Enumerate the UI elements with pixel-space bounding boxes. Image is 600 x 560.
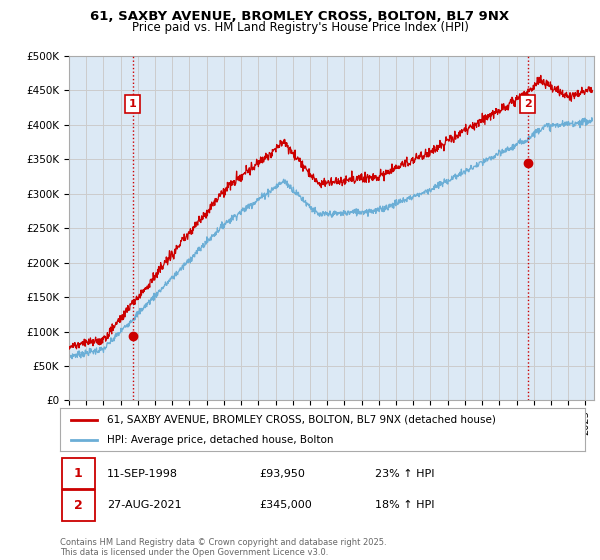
Text: £93,950: £93,950 bbox=[260, 469, 305, 479]
Text: 1: 1 bbox=[128, 99, 136, 109]
FancyBboxPatch shape bbox=[62, 490, 95, 521]
Text: 1: 1 bbox=[74, 467, 83, 480]
Text: 27-AUG-2021: 27-AUG-2021 bbox=[107, 501, 182, 510]
Text: £345,000: £345,000 bbox=[260, 501, 312, 510]
Text: Contains HM Land Registry data © Crown copyright and database right 2025.
This d: Contains HM Land Registry data © Crown c… bbox=[60, 538, 386, 557]
Text: 61, SAXBY AVENUE, BROMLEY CROSS, BOLTON, BL7 9NX (detached house): 61, SAXBY AVENUE, BROMLEY CROSS, BOLTON,… bbox=[107, 415, 496, 424]
Text: 11-SEP-1998: 11-SEP-1998 bbox=[107, 469, 178, 479]
Text: 18% ↑ HPI: 18% ↑ HPI bbox=[375, 501, 434, 510]
Text: HPI: Average price, detached house, Bolton: HPI: Average price, detached house, Bolt… bbox=[107, 435, 334, 445]
Text: 61, SAXBY AVENUE, BROMLEY CROSS, BOLTON, BL7 9NX: 61, SAXBY AVENUE, BROMLEY CROSS, BOLTON,… bbox=[91, 10, 509, 22]
Text: 2: 2 bbox=[524, 99, 532, 109]
Text: Price paid vs. HM Land Registry's House Price Index (HPI): Price paid vs. HM Land Registry's House … bbox=[131, 21, 469, 34]
FancyBboxPatch shape bbox=[62, 459, 95, 489]
Text: 2: 2 bbox=[74, 499, 83, 512]
Text: 23% ↑ HPI: 23% ↑ HPI bbox=[375, 469, 434, 479]
